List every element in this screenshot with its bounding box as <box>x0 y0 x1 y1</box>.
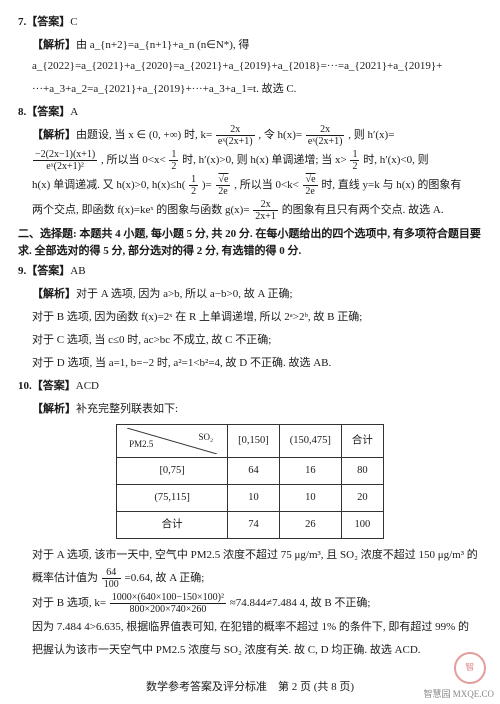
q8-line4: 两个交点, 即函数 f(x)=keˣ 的图象与函数 g(x)= 2x2x+1 的… <box>18 199 482 222</box>
q9-c: 对于 C 选项, 当 c≤0 时, ac>bc 不成立, 故 C 不正确; <box>18 330 482 351</box>
q10-c2: 把握认为该市一天空气中 PM2.5 浓度与 SO₂ 浓度有关. 故 C, D 均… <box>18 640 482 661</box>
section-2-header: 二、选择题: 本题共 4 小题, 每小题 5 分, 共 20 分. 在每小题给出… <box>18 226 482 259</box>
table-row: 合计 74 26 100 <box>117 511 384 538</box>
q9-d: 对于 D 选项, 当 a=1, b=−2 时, a²=1<b²=4, 故 D 不… <box>18 353 482 374</box>
q8-ans-label: 【答案】 <box>26 106 70 118</box>
q10-intro: 【解析】补充完整列联表如下: <box>18 399 482 420</box>
q8-num: 8. <box>18 106 26 118</box>
q7-answer: 7.【答案】C <box>18 12 482 33</box>
q10-a1: 对于 A 选项, 该市一天中, 空气中 PM2.5 浓度不超过 75 μg/m³… <box>18 545 482 566</box>
table-row: [0,75] 64 16 80 <box>117 457 384 484</box>
q8-answer: 8.【答案】A <box>18 102 482 123</box>
q10-b: 对于 B 选项, k= 1000×(640×100−150×100)²800×2… <box>18 592 482 615</box>
q8-line2: −2(2x−1)(x+1)eˣ(2x+1)² , 所以当 0<x< 12 时, … <box>18 149 482 172</box>
q10-a2: 概率估计值为 64100 =0.64, 故 A 正确; <box>18 567 482 590</box>
q10-c1: 因为 7.484 4>6.635, 根据临界值表可知, 在犯错的概率不超过 1%… <box>18 617 482 638</box>
contingency-table: PM2.5 SO₂ [0,150] (150,475] 合计 [0,75] 64… <box>116 424 384 539</box>
q10-answer: 10.【答案】ACD <box>18 376 482 397</box>
col-h-0: [0,150] <box>228 424 280 457</box>
col-h-2: 合计 <box>341 424 383 457</box>
q8-line3: h(x) 单调递减. 又 h(x)>0, h(x)≤h( 12 )= √e2e … <box>18 174 482 197</box>
q9-answer: 9.【答案】AB <box>18 261 482 282</box>
frac-2x-ex: 2xeˣ(2x+1) <box>216 124 255 147</box>
table-corner: PM2.5 SO₂ <box>117 424 228 457</box>
q9-b: 对于 B 选项, 因为函数 f(x)=2ˣ 在 R 上单调递增, 所以 2ᵃ>2… <box>18 307 482 328</box>
q7-explain-2: ···+a_3+a_2=a_{2021}+a_{2019}+···+a_3+a_… <box>18 79 482 100</box>
q9-a: 【解析】对于 A 选项, 因为 a>b, 所以 a−b>0, 故 A 正确; <box>18 284 482 305</box>
watermark: 智慧园 MXQE.CO <box>423 689 494 700</box>
q7-explain-1: 【解析】由 a_{n+2}=a_{n+1}+a_n (n∈N*), 得 a_{2… <box>18 35 482 77</box>
q7-ans-label: 【答案】 <box>26 16 70 28</box>
q8-line1: 【解析】由题设, 当 x ∈ (0, +∞) 时, k= 2xeˣ(2x+1) … <box>18 124 482 147</box>
frac-deriv: −2(2x−1)(x+1)eˣ(2x+1)² <box>33 149 97 172</box>
q7-num: 7. <box>18 16 26 28</box>
q7-exp-label: 【解析】 <box>32 39 76 51</box>
q8-ans-val: A <box>70 106 78 118</box>
table-row: (75,115] 10 10 20 <box>117 484 384 511</box>
q7-ans-val: C <box>70 16 77 28</box>
col-h-1: (150,475] <box>279 424 341 457</box>
